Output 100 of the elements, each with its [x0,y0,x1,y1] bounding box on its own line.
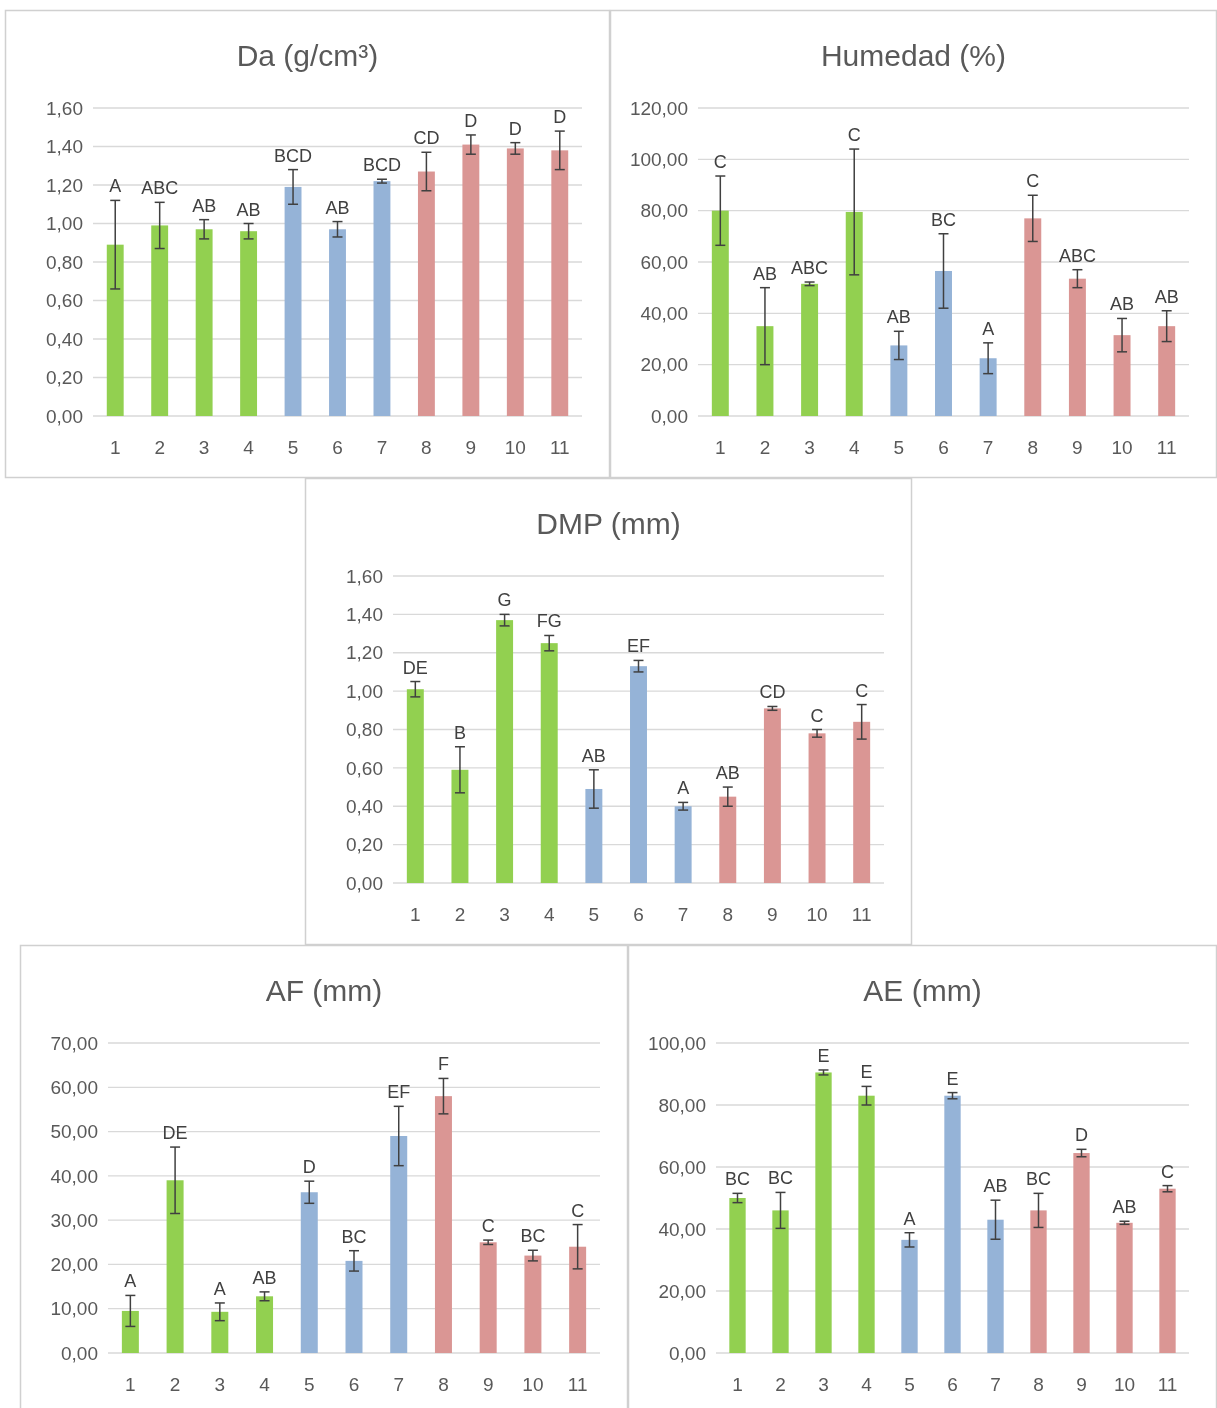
bar [1030,1210,1047,1353]
y-tick-label: 1,00 [346,680,383,702]
bar [711,210,729,416]
y-tick-label: 100,00 [629,148,688,170]
annotation: BC [1025,1169,1052,1190]
x-tick-label: 11 [1156,437,1177,458]
x-tick-label: 10 [522,1374,544,1395]
bar [1068,278,1086,416]
x-tick-label: 9 [465,437,477,458]
x-tick-label: 4 [243,437,255,458]
annotation: C [1161,1161,1174,1182]
y-tick-label: 50,00 [50,1121,98,1143]
y-tick-label: 40,00 [640,302,688,324]
bar [300,1192,318,1353]
bar [585,788,603,883]
x-tick-label: 8 [1033,1374,1044,1395]
x-tick-label: 4 [848,437,860,458]
x-tick-label: 8 [438,1374,449,1395]
y-tick-label: 0,60 [46,290,83,312]
annotation: AB [325,197,350,218]
y-tick-label: 0,60 [346,757,383,779]
annotation: C [810,705,824,726]
x-tick-label: 5 [303,1374,315,1395]
bar [496,620,514,883]
x-tick-label: 8 [722,904,734,925]
annotation: EF [387,1082,411,1103]
y-tick-label: 0,80 [346,719,383,741]
annotation: AB [192,195,217,216]
bar [106,244,124,416]
x-tick-label: 4 [543,904,555,925]
annotation: AB [715,763,740,784]
bar [858,1095,875,1353]
annotation: BC [520,1226,546,1247]
bar [935,270,952,416]
x-tick-label: 7 [990,1374,1001,1395]
annotation: CD [759,682,786,703]
bar [390,1136,408,1353]
bar [479,1242,497,1353]
y-tick-label: 80,00 [658,1094,706,1116]
bar [1024,218,1042,416]
annotation: BC [341,1226,367,1247]
bar [808,733,826,883]
x-tick-label: 2 [454,904,466,925]
annotation: BC [724,1169,751,1190]
bar [284,186,302,416]
x-tick-label: 6 [938,437,949,458]
annotation: DE [402,657,428,678]
y-tick-label: 40,00 [658,1218,706,1240]
x-tick-label: 6 [633,904,644,925]
annotation: DE [162,1123,188,1144]
y-tick-label: 0,80 [46,251,83,273]
annotation: A [124,1271,137,1292]
annotation: AB [236,199,261,220]
bar [329,229,346,416]
annotation: C [481,1216,495,1237]
annotation: AB [886,307,911,328]
annotation: BC [767,1168,794,1189]
y-tick-label: 0,00 [651,405,688,427]
x-tick-label: 9 [1076,1374,1087,1395]
annotation: G [497,590,512,611]
x-tick-label: 1 [732,1374,743,1395]
y-tick-label: 30,00 [50,1209,98,1231]
annotation: BC [930,209,957,230]
bar [256,1296,274,1353]
annotation: C [1026,171,1040,192]
y-tick-label: 1,40 [346,604,383,626]
x-tick-label: 6 [348,1374,360,1395]
bar [151,225,169,416]
x-tick-label: 2 [775,1374,786,1395]
y-tick-label: 120,00 [629,97,688,119]
x-tick-label: 9 [767,904,778,925]
bar [551,150,569,416]
annotation: C [571,1200,585,1221]
bar [451,769,469,883]
annotation: C [713,152,727,173]
bar [121,1310,139,1353]
annotation: AB [983,1176,1008,1197]
annotation: A [677,778,690,799]
x-tick-label: 8 [421,437,432,458]
chart-title: AF (mm) [265,974,383,1007]
annotation: A [109,176,122,197]
bar [434,1096,452,1353]
chart-title: AE (mm) [863,974,982,1007]
bar [417,171,435,416]
x-tick-label: 1 [125,1374,136,1395]
x-tick-label: 11 [549,437,570,458]
x-tick-label: 3 [499,904,510,925]
bar [506,148,524,416]
y-tick-label: 1,20 [346,642,383,664]
y-tick-label: 80,00 [640,200,688,222]
x-tick-label: 3 [198,437,210,458]
y-tick-label: 0,00 [669,1342,706,1364]
annotation: AB [1112,1197,1137,1218]
bar [540,643,558,883]
annotation: BCD [362,155,401,176]
x-tick-label: 7 [677,904,689,925]
annotation: C [855,680,869,701]
bar [240,231,258,416]
x-tick-label: 8 [1027,437,1039,458]
annotation: A [213,1278,226,1299]
